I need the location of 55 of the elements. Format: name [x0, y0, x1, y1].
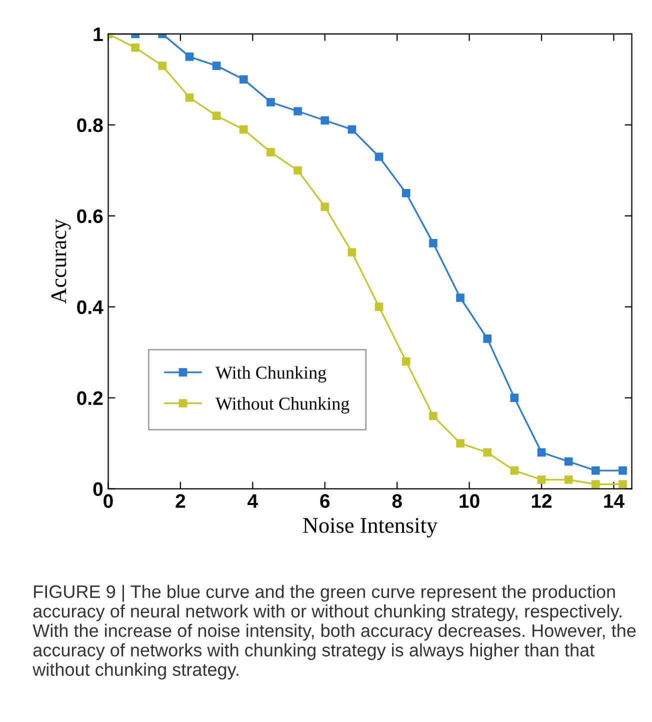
x-tick-label: 0: [104, 494, 113, 508]
point: [592, 480, 600, 488]
y-tick-label: 0: [93, 482, 103, 496]
y-tick-label: 1: [94, 28, 103, 41]
point: [564, 457, 573, 466]
point: [592, 466, 600, 475]
caption: FIGURE 9 | The blue curve and the green curve represent the production accuracy of neural network with or without chunking strategy, respectively. With the increase of noise intensity, both accuracy decreases. However, the accuracy of networks with chunking strategy is always higher than that without chunking strategy.: [32, 584, 636, 680]
y-tick-label: 0.8: [77, 118, 103, 132]
point: [537, 476, 546, 484]
point: [294, 166, 302, 175]
point: [266, 98, 275, 106]
x-tick-label: 4: [248, 494, 258, 508]
point: [374, 152, 384, 161]
point: [374, 302, 384, 312]
x-tick-label: 14: [604, 494, 624, 508]
point: [320, 116, 330, 125]
point: [618, 466, 627, 475]
x-tick-label: 8: [392, 494, 402, 508]
point: [212, 62, 221, 70]
x-tick-label: 12: [532, 494, 552, 508]
point: [294, 107, 302, 116]
point: [239, 75, 248, 84]
point: [429, 239, 438, 248]
point: [348, 248, 356, 256]
point: [185, 52, 194, 61]
point: [402, 357, 410, 366]
point: [185, 93, 194, 102]
point: [483, 334, 492, 343]
x-axis-title: Noise Intensity: [303, 518, 438, 538]
legend-label: With Chunking: [215, 366, 326, 382]
point: [158, 62, 167, 70]
point: [564, 476, 573, 484]
y-tick-label: 0.4: [77, 300, 104, 314]
point: [402, 188, 410, 198]
x-tick-label: 6: [320, 494, 330, 508]
point: [510, 394, 519, 402]
point: [483, 448, 492, 457]
x-tick-label: 2: [176, 494, 186, 508]
point: [618, 480, 627, 488]
point: [348, 125, 356, 134]
point: [212, 112, 221, 120]
point: [456, 294, 464, 302]
point: [537, 448, 546, 457]
y-tick-label: 0.2: [77, 391, 103, 406]
point: [510, 466, 519, 475]
point: [429, 412, 438, 420]
y-tick-label: 0.6: [77, 209, 103, 224]
x-tick-label: 10: [460, 494, 480, 508]
point: [320, 202, 330, 211]
point: [239, 125, 248, 134]
legend-label: Without Chunking: [215, 397, 350, 414]
point: [456, 439, 464, 448]
y-axis-title: Accuracy: [51, 218, 71, 304]
point: [131, 43, 140, 52]
point: [266, 148, 275, 156]
